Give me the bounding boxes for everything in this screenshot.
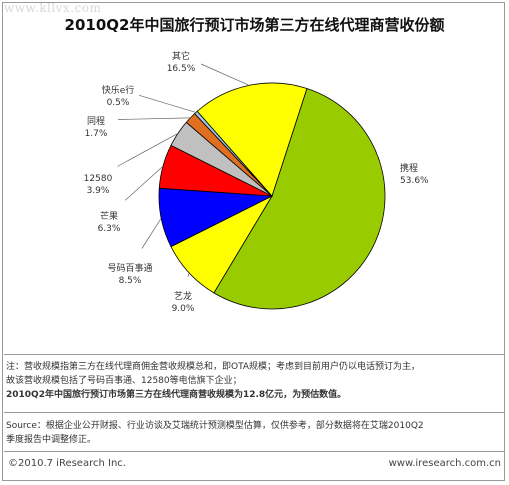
slice-name-label-2: 号码百事通	[107, 262, 152, 274]
slice-name-label-1: 艺龙	[174, 290, 192, 302]
slice-value-label-6: 0.5%	[107, 98, 130, 108]
slice-value-label-2: 8.5%	[119, 276, 142, 286]
pie-slice-0	[213, 88, 386, 310]
note-line-2: 故该营收规模包括了号码百事通、12580等电信旗下企业；	[6, 376, 242, 386]
source-line-2: 季度报告中调整修正。	[6, 435, 97, 445]
leader-line-1	[187, 272, 190, 277]
website-link[interactable]: www.iresearch.com.cn	[388, 458, 501, 469]
pie-chart: 携程 53.6% 艺龙 9.0% 号码百事通 8.5% 芒果 6.3% 12580 3.9% 同程 1…	[84, 50, 429, 314]
watermark: www.kllvx.com	[4, 1, 102, 15]
chart-title: 2010Q2年中国旅行预订市场第三方在线代理商营收份额	[64, 16, 445, 34]
slice-value-label-1: 9.0%	[172, 304, 195, 314]
slice-value-label-5: 1.7%	[85, 129, 108, 139]
divider-bottom	[4, 451, 504, 452]
slice-name-label-0: 携程	[400, 162, 418, 174]
source-line-1: Source：根据企业公开财报、行业访谈及艾瑞统计预测模型估算，仅供参考，部分数…	[6, 421, 424, 431]
divider-top	[4, 354, 504, 355]
note-line-1: 注：营收规模指第三方在线代理商佣金营收规模总和，即OTA规模；考虑到目前用户仍以…	[6, 362, 421, 372]
slice-value-label-3: 6.3%	[98, 224, 121, 234]
source-block: Source：根据企业公开财报、行业访谈及艾瑞统计预测模型估算，仅供参考，部分数…	[6, 419, 502, 447]
pie-slice-7	[196, 82, 308, 197]
slice-value-label-4: 3.9%	[87, 186, 110, 196]
slice-name-label-4: 12580	[84, 174, 113, 184]
slice-name-label-5: 同程	[87, 116, 105, 127]
slice-value-label-7: 16.5%	[167, 64, 196, 74]
slice-value-label-0: 53.6%	[400, 176, 429, 186]
leader-line-6	[138, 94, 197, 113]
leader-line-5	[117, 117, 191, 120]
leader-line-7	[200, 63, 250, 86]
slice-name-label-7: 其它	[172, 50, 190, 62]
notes-block: 注：营收规模指第三方在线代理商佣金营收规模总和，即OTA规模；考虑到目前用户仍以…	[6, 360, 502, 402]
leader-line-3	[125, 165, 164, 201]
copyright-text: ©2010.7 iResearch Inc.	[8, 458, 126, 469]
slice-name-label-3: 芒果	[100, 210, 118, 222]
slice-name-label-6: 快乐e行	[102, 84, 135, 96]
leader-line-4	[117, 133, 179, 167]
divider-middle	[4, 412, 504, 413]
note-line-3: 2010Q2年中国旅行预订市场第三方在线代理商营收规模为12.8亿元，为预估数值…	[6, 390, 347, 400]
leader-line-2	[141, 218, 162, 249]
